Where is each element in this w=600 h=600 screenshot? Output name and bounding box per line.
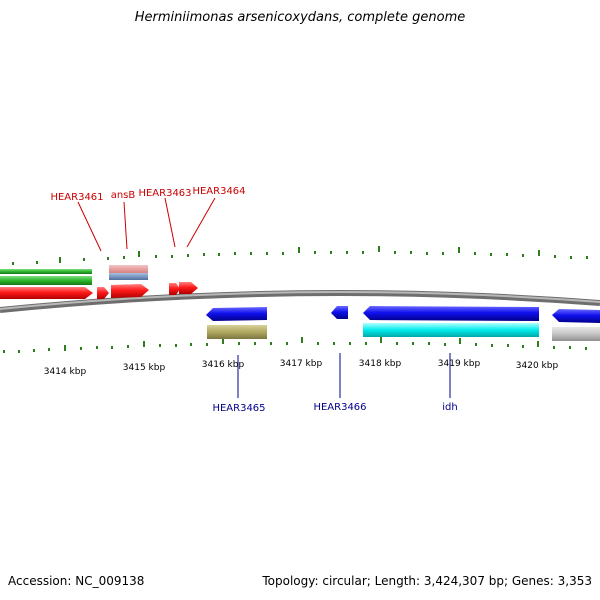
- green-feature[interactable]: [0, 269, 92, 285]
- gene-HEAR3463-cds[interactable]: [169, 283, 180, 295]
- genome-backbone: [0, 290, 600, 313]
- ruler-label: 3418 kbp: [359, 359, 402, 369]
- ruler-label: 3420 kbp: [516, 361, 559, 371]
- ruler-label: 3419 kbp: [438, 359, 481, 369]
- gene-label-HEAR3464[interactable]: HEAR3464: [192, 186, 245, 197]
- gene-idh-cds[interactable]: [363, 306, 539, 321]
- genome-backbone-highlight: [0, 291, 600, 310]
- leader-line-HEAR3464: [186, 197, 216, 248]
- accession-text: Accession: NC_009138: [8, 574, 145, 588]
- ruler-label: 3417 kbp: [280, 359, 323, 369]
- gene-label-ansB[interactable]: ansB: [111, 190, 136, 201]
- leader-line-HEAR3463: [164, 197, 176, 248]
- gene-label-HEAR3466[interactable]: HEAR3466: [313, 402, 366, 413]
- inner-tick-row: [3, 337, 587, 353]
- gene-HEAR3461-cds[interactable]: [0, 287, 93, 299]
- gene-label-HEAR3465[interactable]: HEAR3465: [212, 403, 265, 414]
- leader-line-HEAR3461: [77, 201, 102, 252]
- gene-offscreen-right-cds[interactable]: [552, 309, 600, 323]
- ruler-label: 3415 kbp: [123, 363, 166, 373]
- genome-summary-text: Topology: circular; Length: 3,424,307 bp…: [262, 574, 592, 588]
- gene-HEAR3465-cds[interactable]: [206, 307, 267, 321]
- outer-tick-row: [12, 246, 588, 265]
- leader-line-ansB: [123, 201, 128, 250]
- gene-label-idh[interactable]: idh: [442, 402, 457, 413]
- ruler-label: 3414 kbp: [44, 367, 87, 377]
- cyan-feature[interactable]: [363, 323, 539, 337]
- ansB-feature-track[interactable]: [109, 265, 148, 280]
- gene-label-HEAR3463[interactable]: HEAR3463: [138, 188, 191, 199]
- gray-feature[interactable]: [552, 327, 600, 341]
- gene-HEAR3464-cds[interactable]: [179, 282, 198, 294]
- gene-HEAR3466-cds[interactable]: [331, 306, 348, 319]
- gene-ansB-cds[interactable]: [111, 284, 149, 298]
- map-title: Herminiimonas arsenicoxydans, complete g…: [134, 10, 466, 25]
- olive-feature[interactable]: [207, 325, 267, 339]
- ruler-label: 3416 kbp: [202, 360, 245, 370]
- gene-ansB-cds-small[interactable]: [97, 287, 109, 299]
- gene-label-HEAR3461[interactable]: HEAR3461: [50, 192, 103, 203]
